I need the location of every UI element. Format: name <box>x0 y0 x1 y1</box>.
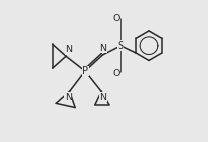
Text: N: N <box>65 45 72 54</box>
Text: N: N <box>65 93 72 102</box>
Text: N: N <box>99 44 106 53</box>
Text: O: O <box>112 14 120 23</box>
Text: P: P <box>82 66 88 76</box>
Text: O: O <box>112 69 120 78</box>
Text: S: S <box>118 41 124 51</box>
Text: N: N <box>99 93 106 102</box>
